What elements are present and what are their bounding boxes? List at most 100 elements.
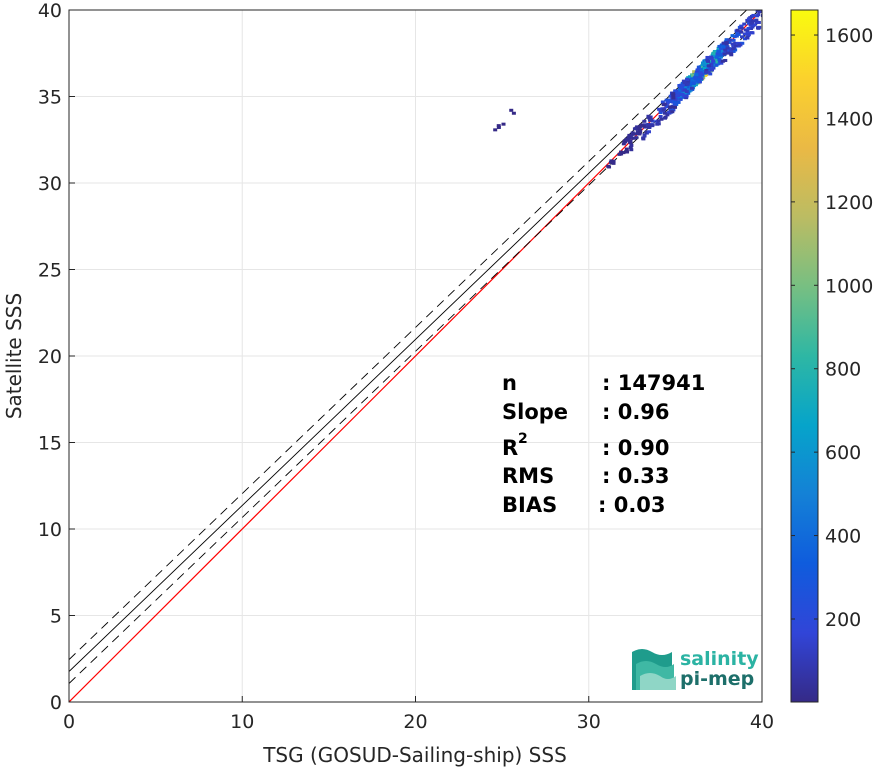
- density-cell: [509, 108, 514, 112]
- density-cell: [662, 116, 667, 120]
- density-cell: [734, 43, 739, 47]
- density-cell: [658, 114, 663, 118]
- density-cell: [723, 48, 728, 52]
- density-cell: [677, 84, 682, 88]
- density-cell: [647, 116, 652, 120]
- density-cell: [742, 32, 747, 36]
- fit-bound-dashed-line: [69, 10, 748, 660]
- density-cell: [632, 132, 637, 136]
- density-cell: [703, 73, 708, 77]
- y-tick-label: 30: [38, 173, 62, 195]
- density-cell: [729, 48, 734, 52]
- density-cell: [724, 42, 729, 46]
- density-cell: [664, 98, 669, 102]
- density-cell: [747, 21, 752, 25]
- density-cell: [717, 44, 722, 48]
- density-cell: [762, 14, 766, 17]
- density-cell: [708, 72, 713, 76]
- stat-n-value: : 147941: [602, 371, 705, 395]
- density-cell: [705, 55, 710, 59]
- density-cell: [698, 68, 703, 72]
- density-cell: [746, 33, 751, 37]
- density-cell: [668, 108, 673, 112]
- density-cell: [496, 125, 501, 129]
- density-cell: [493, 128, 498, 132]
- density-cell: [708, 66, 713, 70]
- density-cell: [672, 100, 677, 104]
- density-cell: [709, 55, 714, 59]
- plot-frame: [68, 9, 763, 703]
- density-cell: [673, 102, 678, 106]
- y-tick-label: 35: [38, 87, 62, 109]
- density-cell: [644, 130, 649, 134]
- density-cell: [629, 143, 634, 147]
- colorbar-ticks: 200 400 600 800 1000 1200 1400 1600: [791, 25, 873, 631]
- density-cell: [619, 150, 624, 154]
- y-tick-label: 0: [50, 692, 62, 714]
- density-cell: [608, 160, 613, 164]
- density-cell: [697, 80, 702, 84]
- density-cell: [670, 110, 675, 114]
- density-cell: [731, 49, 736, 53]
- y-axis-label: Satellite SSS: [2, 293, 26, 419]
- density-cell: [656, 122, 661, 126]
- density-cell: [638, 130, 643, 134]
- density-cell: [679, 86, 684, 90]
- density-cell: [646, 125, 651, 129]
- density-cell: [646, 122, 651, 126]
- density-cell: [746, 17, 751, 21]
- fit-bound-dashed-line: [69, 18, 762, 684]
- density-cell: [702, 67, 707, 71]
- density-cell: [695, 68, 700, 72]
- density-cell: [621, 142, 626, 146]
- density-cell: [646, 130, 651, 134]
- density-cell: [769, 6, 773, 9]
- density-cell: [735, 28, 740, 32]
- density-cell: [611, 159, 616, 163]
- stat-rms-label: RMS: [502, 464, 554, 488]
- density-cell: [718, 59, 723, 63]
- colorbar-tick-label: 200: [825, 609, 861, 631]
- density-cell: [757, 25, 762, 29]
- stat-r2-label: R: [502, 436, 518, 460]
- salinity-pi-mep-logo: salinity pi-mep: [632, 648, 759, 690]
- density-cell: [661, 108, 666, 112]
- density-cell: [760, 14, 762, 18]
- x-tick-label: 40: [750, 711, 774, 733]
- density-cell: [628, 145, 633, 149]
- density-cell: [723, 58, 728, 62]
- stat-n-label: n: [502, 371, 517, 395]
- density-cell: [682, 91, 687, 95]
- density-cell: [739, 24, 744, 28]
- density-cell: [671, 96, 676, 100]
- colorbar: 200 400 600 800 1000 1200 1400 1600: [790, 9, 873, 703]
- density-cell: [667, 98, 672, 102]
- density-cell: [665, 101, 670, 105]
- density-cell: [673, 105, 678, 109]
- density-cell: [629, 148, 634, 152]
- density-cell: [701, 61, 706, 65]
- density-cell: [740, 35, 745, 39]
- density-cell: [750, 31, 755, 35]
- logo-wave-icon: [632, 649, 676, 690]
- density-cell: [714, 55, 719, 59]
- density-cell: [764, 18, 768, 21]
- density-cell: [659, 117, 664, 121]
- density-cell: [691, 81, 696, 85]
- density-cell: [685, 77, 690, 81]
- density-cell: [731, 47, 736, 51]
- density-cell: [755, 10, 760, 13]
- colorbar-tick-label: 1400: [825, 108, 873, 130]
- density-cell: [749, 21, 754, 25]
- density-cell: [637, 132, 642, 136]
- density-cell: [626, 137, 631, 141]
- density-cell: [496, 124, 501, 128]
- y-tick-labels: 0 5 10 15 20 25 30 35 40: [38, 0, 62, 714]
- density-cell: [745, 18, 750, 22]
- density-cell: [689, 80, 694, 84]
- density-cell: [642, 119, 647, 123]
- density-cell: [671, 108, 676, 112]
- density-cell: [658, 108, 663, 112]
- stat-rms-value: : 0.33: [602, 464, 670, 488]
